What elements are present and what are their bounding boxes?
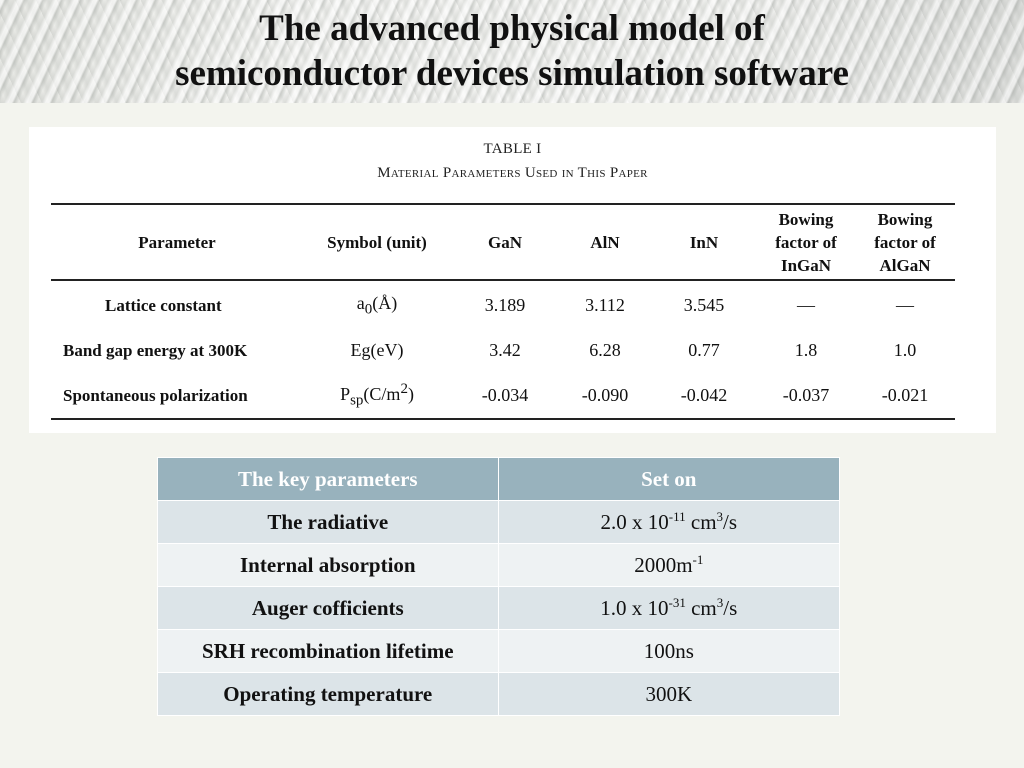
title-line-2: semiconductor devices simulation softwar… [175,53,849,94]
table-row: Band gap energy at 300K Eg(eV) 3.42 6.28… [51,328,955,373]
value-unit: cm [685,596,717,620]
row-gan: -0.034 [451,373,559,420]
symbol-main: P [340,384,351,405]
row-symbol: Eg(eV) [350,340,404,360]
value-text: 2.0 x 10 [600,510,669,534]
row-aln: -0.090 [559,373,651,420]
symbol-unit: (Å) [372,292,398,313]
value-exponent: -1 [692,552,704,567]
key-param-name: The radiative [157,500,499,544]
row-parameter: Band gap energy at 300K [63,340,248,360]
material-parameters-table: Parameter Symbol (unit) GaN AlN InN Bowi… [51,203,955,420]
header-gan: GaN [451,203,559,281]
header-aln: AlN [559,203,651,281]
value-unit-suffix: /s [723,510,738,534]
header-parameter: Parameter [51,203,303,281]
table-row: Operating temperature 300K [157,672,841,716]
table-row: The radiative 2.0 x 10-11 cm3/s [157,500,841,544]
row-gan: 3.42 [489,340,521,360]
row-inn: -0.042 [651,373,757,420]
key-param-name: Auger cofficients [157,586,499,630]
value-unit-suffix: /s [723,596,738,620]
table-caption-text: Material Parameters Used in This Paper [377,165,648,181]
value-unit-exponent: 3 [716,509,724,524]
page-title: The advanced physical model of semicondu… [0,6,1024,96]
value-text: 1.0 x 10 [600,596,669,620]
paper-table-panel: TABLE I Material Parameters Used in This… [29,127,996,433]
row-bowing-ingan: -0.037 [757,373,855,420]
key-param-value: 2.0 x 10-11 cm3/s [497,500,841,544]
key-param-name: Operating temperature [157,672,499,716]
symbol-sub: sp [350,392,364,409]
symbol-sub: 0 [364,301,373,318]
header-bowing-ingan-line-1: Bowing [778,209,834,229]
row-gan: 3.189 [484,295,526,315]
table-row: Spontaneous polarization Psp(C/m2) -0.03… [51,373,955,420]
row-parameter: Lattice constant [105,295,222,315]
value-exponent: -31 [668,595,686,610]
row-symbol: Psp(C/m2) [303,373,451,420]
table-caption-number: TABLE I [483,141,542,157]
table-row: Auger cofficients 1.0 x 10-31 cm3/s [157,586,841,630]
row-inn: 3.545 [683,295,725,315]
table-header-row: Parameter Symbol (unit) GaN AlN InN Bowi… [51,203,955,281]
symbol-unit-post: ) [407,384,414,405]
key-param-value: 1.0 x 10-31 cm3/s [497,586,841,630]
header-bowing-algan: Bowing factor of AlGaN [855,203,955,281]
table-row: Internal absorption 2000m-1 [157,543,841,587]
row-aln: 3.112 [585,295,625,315]
key-param-value: 300K [497,672,841,716]
row-bowing-algan: -0.021 [855,373,955,420]
row-aln: 6.28 [589,340,621,360]
row-inn: 0.77 [688,340,720,360]
table-row: Lattice constant a0(Å) 3.189 3.112 3.545… [51,280,955,328]
key-param-value: 2000m-1 [497,543,841,587]
header-bowing-ingan-line-3: InGaN [780,255,832,275]
header-inn: InN [651,203,757,281]
key-param-value: 100ns [497,629,841,673]
key-param-name: Internal absorption [157,543,499,587]
key-param-name: SRH recombination lifetime [157,629,499,673]
value-unit: cm [685,510,717,534]
symbol-main: a [356,292,365,313]
header-bowing-ingan: Bowing factor of InGaN [757,203,855,281]
header-bowing-algan-line-1: Bowing [877,209,933,229]
header-bowing-algan-line-3: AlGaN [879,255,931,275]
key-table-header-row: The key parameters Set on [157,457,841,501]
table-row: SRH recombination lifetime 100ns [157,629,841,673]
value-text: 2000m [634,553,693,577]
header-bowing-ingan-line-2: factor of [775,232,837,252]
row-symbol: a0(Å) [303,280,451,328]
row-bowing-algan: 1.0 [893,340,917,360]
key-header-value: Set on [497,457,841,501]
key-parameters-table: The key parameters Set on The radiative … [157,457,841,716]
symbol-unit-pre: (C/m [363,384,401,405]
row-bowing-ingan: 1.8 [794,340,818,360]
header-symbol: Symbol (unit) [303,203,451,281]
row-bowing-algan: — [896,295,914,315]
row-parameter: Spontaneous polarization [51,373,303,420]
symbol-sup: 2 [400,381,408,398]
header-bowing-algan-line-2: factor of [874,232,936,252]
header-band [0,0,1024,103]
value-exponent: -11 [668,509,686,524]
key-header-parameters: The key parameters [157,457,499,501]
title-line-1: The advanced physical model of [259,8,765,49]
row-bowing-ingan: — [797,295,815,315]
value-unit-exponent: 3 [716,595,724,610]
